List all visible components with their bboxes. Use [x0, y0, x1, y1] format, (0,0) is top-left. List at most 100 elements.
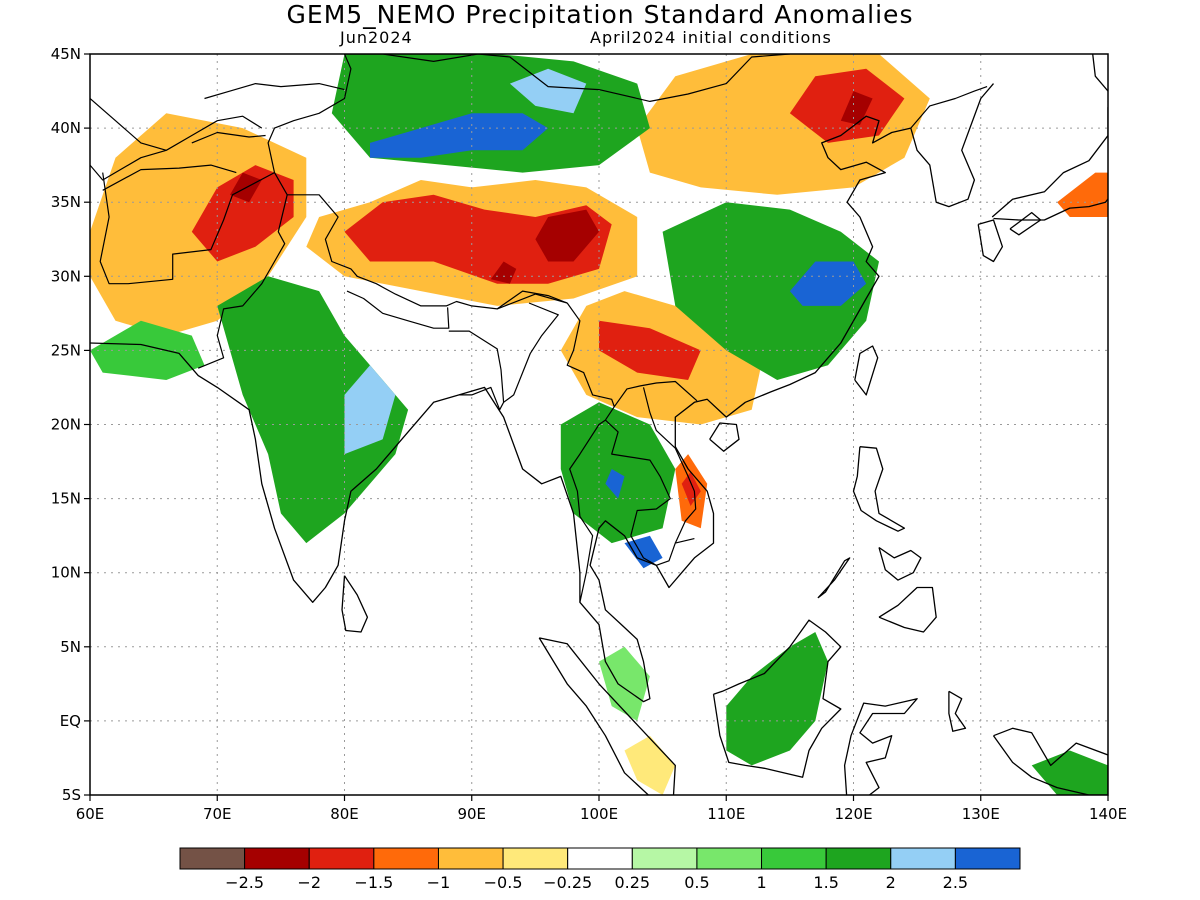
anomaly-region-japan-dry [1057, 172, 1108, 217]
initial-conditions: April2024 initial conditions [590, 28, 832, 47]
anomaly-region-tibet-extreme [535, 209, 599, 262]
colorbar-swatch [567, 847, 633, 870]
lon-tick-label: 110E [707, 805, 745, 823]
lat-tick-label: 30N [51, 267, 81, 285]
lon-tick-label: 140E [1089, 805, 1127, 823]
colorbar-swatch [825, 847, 892, 870]
colorbar-swatch [373, 847, 439, 870]
anomaly-region-vietnam-dry-core [681, 471, 701, 506]
border-iran-afghanistan-pakistan [99, 172, 275, 285]
anomaly-region-mongolia-wet-light [509, 68, 587, 114]
anomaly-region-new-guinea-wet [1031, 750, 1108, 795]
colorbar-label: 2 [886, 873, 896, 892]
lat-tick-label: 15N [51, 490, 81, 508]
lat-tick-label: 40N [51, 119, 81, 137]
coast-luzon [852, 446, 906, 532]
coast-sumatra [538, 637, 676, 795]
border-tajik-kyrgyz [191, 131, 266, 144]
coast-sulawesi [843, 698, 918, 795]
coast-mindanao [878, 586, 937, 633]
border-china-kazakh-west [267, 54, 352, 173]
coast-japan-kyushu [977, 219, 1004, 263]
coast-halmahera [948, 690, 967, 732]
border-laos-vietnam [642, 387, 697, 544]
colorbar-swatch [696, 847, 763, 870]
colorbar-swatch [631, 847, 698, 870]
coast-hokkaido [1107, 78, 1108, 102]
anomaly-region-yangtze-wet [662, 202, 879, 380]
lat-tick-label: 45N [51, 45, 81, 63]
anomaly-region-north-china-dry-core [789, 68, 905, 143]
colorbar-label: 1 [756, 873, 766, 892]
lon-tick-label: 130E [962, 805, 1000, 823]
anomaly-region-indochina-wet-core [605, 469, 625, 499]
graticule [90, 54, 1108, 795]
coast-korea-coast [910, 83, 994, 208]
anomaly-region-india-east-wet-core [344, 365, 396, 455]
anomaly-regions [90, 54, 1108, 795]
colorbar-label: 2.5 [943, 873, 968, 892]
anomaly-region-south-china-dry-core [599, 320, 701, 380]
colorbar-swatch [437, 847, 504, 870]
lat-tick-label: 5N [60, 638, 81, 656]
lon-tick-label: 100E [580, 805, 618, 823]
anomaly-region-sumatra-wet [599, 646, 650, 721]
colorbar-label: 0.5 [684, 873, 709, 892]
lon-tick-label: 80E [330, 805, 359, 823]
coast-new-guinea [992, 727, 1108, 795]
coast-hainan [709, 422, 740, 452]
border-pakistan-india [197, 172, 288, 369]
border-central-asia [90, 115, 263, 181]
lon-tick-label: 70E [203, 805, 232, 823]
border-myanmar-thailand [569, 419, 606, 603]
forecast-month: Jun2024 [340, 28, 413, 47]
border-myanmar-china [566, 302, 615, 407]
anomaly-region-yangtze-wet-core [789, 261, 867, 306]
coast-palawan [817, 557, 851, 599]
anomaly-region-borneo-wet [726, 632, 828, 766]
border-india-tibet [287, 194, 568, 310]
border-cambodia-south [630, 535, 695, 566]
border-thailand-laos [604, 419, 671, 536]
border-china-mongolia [344, 54, 790, 103]
lat-tick-label: 10N [51, 564, 81, 582]
axis-ticks: 60E 70E 80E 90E 100E 110E 120E 130E 140E 45N 40N 35… [51, 45, 1127, 823]
colorbar-swatch [761, 847, 827, 870]
colorbar-swatch [308, 847, 375, 870]
lat-tick-label: 20N [51, 416, 81, 434]
colorbar-swatch [502, 847, 569, 870]
colorbar-label: −2.5 [225, 873, 264, 892]
coastlines [90, 54, 1108, 795]
anomaly-region-sumatra-dry [624, 735, 676, 795]
anomaly-region-tibet-dry-core [344, 194, 612, 284]
border-afghanistan-north [102, 164, 237, 191]
colorbar-label: −2 [297, 873, 321, 892]
coast-visayas [878, 546, 922, 581]
border-china-india-east [496, 293, 568, 310]
lon-tick-label: 90E [457, 805, 486, 823]
colorbar-swatch [890, 847, 956, 870]
colorbar-swatch [244, 847, 310, 870]
colorbar-label: −0.25 [543, 873, 592, 892]
anomaly-region-tibet-extreme-small [490, 261, 517, 284]
colorbar-label: 0.25 [614, 873, 650, 892]
anomaly-region-north-china-extreme [840, 91, 873, 126]
border-kyrgyz-kazakh [204, 82, 345, 100]
coast-japan-honshu [991, 106, 1108, 221]
colorbar-label: −0.5 [484, 873, 523, 892]
lat-tick-label: 25N [51, 341, 81, 359]
border-nepal-south [346, 290, 450, 329]
chart-title: GEM5_NEMO Precipitation Standard Anomali… [286, 0, 914, 29]
colorbar-swatch [954, 847, 1021, 870]
colorbar: −2.5 −2 −1.5 −1 −0.5 −0.25 0.25 0.5 1 1.5 2 2.5 [179, 847, 1021, 892]
anomaly-region-cambodia-wet [624, 535, 663, 569]
coast-borneo [712, 619, 842, 778]
colorbar-label: 1.5 [813, 873, 838, 892]
lat-tick-label: EQ [60, 712, 81, 730]
coast-arabia-india-coast [90, 115, 911, 703]
border-bangladesh [448, 330, 505, 411]
colorbar-swatch [179, 847, 246, 870]
border-laos-thailand [604, 380, 698, 421]
coast-taiwan [854, 345, 879, 396]
